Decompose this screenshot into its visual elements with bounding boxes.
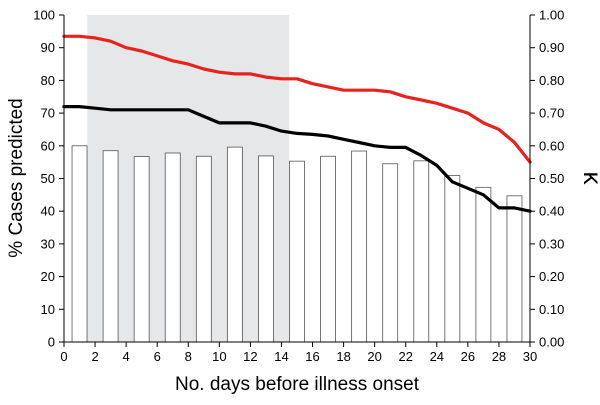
- right-y-tick-label: 0.20: [539, 269, 564, 284]
- left-y-axis-title: % Cases predicted: [6, 98, 27, 257]
- left-y-tick-label: 80: [41, 73, 55, 88]
- bar-day-25: [444, 175, 461, 343]
- right-y-axis-title: κ: [578, 172, 600, 186]
- x-tick-label: 16: [305, 349, 319, 364]
- bar-day-11: [226, 146, 243, 343]
- x-tick-label: 14: [274, 349, 288, 364]
- x-tick-label: 12: [243, 349, 257, 364]
- x-tick-label: 24: [430, 349, 444, 364]
- right-y-tick-label: 1.00: [539, 8, 564, 23]
- shaded-region-layer: [87, 15, 290, 342]
- line-layer: [62, 34, 532, 213]
- right-y-tick-label: 0.70: [539, 106, 564, 121]
- bar-day-3: [102, 150, 119, 343]
- tick-layer: 0 2 4 6 8 10 12 14 16 18 20 22 24 26 28 300102030405060…: [33, 8, 564, 365]
- x-tick-label: 4: [123, 349, 130, 364]
- x-tick-label: 2: [91, 349, 98, 364]
- right-y-tick-label: 0.30: [539, 236, 564, 251]
- bar-day-29: [506, 195, 523, 343]
- x-tick-label: 20: [367, 349, 381, 364]
- left-y-tick-label: 40: [41, 204, 55, 219]
- bar-day-21: [382, 163, 399, 343]
- x-tick-label: 18: [336, 349, 350, 364]
- bar-day-7: [164, 152, 181, 343]
- left-y-tick-label: 0: [48, 335, 55, 350]
- x-tick-label: 0: [60, 349, 67, 364]
- bar-day-9: [195, 155, 212, 343]
- bar-day-19: [351, 150, 368, 343]
- right-y-tick-label: 0.10: [539, 302, 564, 317]
- series-line-1: [62, 34, 532, 164]
- bar-day-23: [413, 160, 430, 343]
- bar-day-15: [289, 160, 305, 343]
- x-tick-label: 30: [523, 349, 537, 364]
- bar-day-1: [71, 145, 88, 343]
- x-tick-label: 28: [492, 349, 506, 364]
- x-tick-label: 22: [398, 349, 412, 364]
- right-y-tick-label: 0.80: [539, 73, 564, 88]
- left-y-tick-label: 70: [41, 106, 55, 121]
- right-y-tick-label: 0.90: [539, 40, 564, 55]
- right-y-tick-label: 0.00: [539, 335, 564, 350]
- series-line-2: [62, 104, 532, 213]
- x-tick-label: 8: [185, 349, 192, 364]
- shaded-region: [87, 15, 290, 342]
- left-y-tick-label: 60: [41, 138, 55, 153]
- x-axis-title: No. days before illness onset: [175, 374, 420, 395]
- bar-day-13: [258, 155, 274, 343]
- left-y-tick-label: 90: [41, 40, 55, 55]
- left-y-tick-label: 10: [41, 302, 55, 317]
- right-y-tick-label: 0.40: [539, 204, 564, 219]
- left-y-tick-label: 30: [41, 236, 55, 251]
- right-y-tick-label: 0.50: [539, 171, 564, 186]
- left-y-tick-label: 50: [41, 171, 55, 186]
- left-y-tick-label: 20: [41, 269, 55, 284]
- left-y-tick-label: 100: [33, 8, 55, 23]
- bar-day-27: [475, 186, 492, 343]
- right-y-tick-label: 0.60: [539, 138, 564, 153]
- bar-day-5: [133, 156, 150, 343]
- x-tick-label: 26: [461, 349, 475, 364]
- x-tick-label: 10: [212, 349, 226, 364]
- bar-layer: [71, 145, 523, 343]
- x-tick-label: 6: [154, 349, 161, 364]
- bar-day-17: [320, 155, 336, 343]
